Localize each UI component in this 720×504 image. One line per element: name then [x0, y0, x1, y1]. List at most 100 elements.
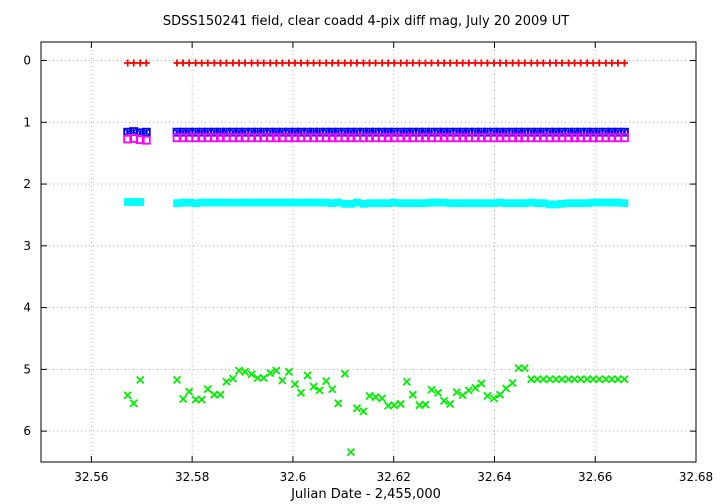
data-point — [408, 390, 417, 399]
data-point — [210, 59, 218, 67]
data-point — [397, 59, 405, 67]
data-point — [421, 400, 430, 409]
data-point — [172, 375, 182, 384]
data-point — [595, 198, 604, 207]
data-point — [203, 198, 212, 207]
data-point — [545, 133, 555, 143]
data-point — [509, 59, 517, 67]
data-point — [328, 59, 336, 67]
data-point — [483, 59, 491, 67]
data-point — [290, 380, 300, 389]
data-point — [241, 198, 249, 207]
data-point — [327, 133, 337, 143]
data-point — [620, 133, 629, 143]
data-point — [489, 394, 499, 403]
data-point — [446, 59, 454, 67]
data-point — [234, 366, 244, 375]
data-point — [471, 59, 479, 67]
data-point — [402, 133, 412, 143]
data-point — [390, 198, 399, 207]
data-point — [613, 375, 623, 384]
data-point — [564, 133, 573, 143]
data-point — [178, 133, 188, 143]
data-point — [601, 133, 611, 143]
data-point — [290, 133, 300, 143]
data-point — [185, 59, 193, 67]
data-point — [130, 59, 138, 67]
data-point — [564, 375, 573, 384]
data-point — [240, 367, 250, 376]
data-point — [378, 59, 386, 67]
data-point — [184, 387, 194, 396]
data-point — [588, 133, 598, 143]
data-point — [172, 133, 182, 143]
data-point — [558, 199, 566, 208]
data-point — [527, 375, 536, 384]
data-point — [489, 133, 499, 143]
data-point — [533, 59, 541, 67]
x-tick-label: 32.58 — [175, 470, 209, 484]
data-point — [215, 133, 225, 143]
data-point — [459, 59, 467, 67]
data-point — [141, 135, 151, 145]
data-point — [577, 59, 585, 67]
data-point — [402, 377, 411, 386]
data-point — [291, 59, 299, 67]
data-point — [297, 59, 305, 67]
data-point — [259, 373, 268, 383]
data-point — [571, 59, 579, 67]
data-point — [272, 59, 280, 67]
data-point — [197, 395, 206, 404]
data-point — [135, 135, 145, 144]
data-point — [253, 133, 263, 143]
data-point — [371, 393, 380, 402]
data-point — [210, 390, 219, 399]
data-point — [123, 391, 132, 400]
data-point — [197, 133, 207, 143]
data-point — [315, 386, 324, 395]
data-point — [557, 375, 567, 384]
data-point — [446, 199, 455, 208]
data-point — [570, 133, 579, 143]
data-point — [316, 59, 324, 67]
data-point-detail — [142, 128, 151, 137]
data-point — [396, 399, 405, 409]
x-tick-label: 32.6 — [280, 470, 307, 484]
data-point — [620, 375, 629, 384]
data-point — [315, 198, 324, 207]
data-point — [228, 133, 238, 143]
data-point — [427, 59, 435, 67]
data-point — [123, 134, 133, 144]
data-point — [421, 133, 430, 143]
data-point — [390, 59, 398, 67]
data-point — [384, 59, 392, 67]
data-point — [353, 59, 361, 67]
data-point — [353, 198, 361, 207]
data-point — [582, 133, 592, 143]
data-point — [508, 133, 518, 143]
series-2 — [123, 133, 629, 145]
data-point — [265, 133, 275, 143]
data-point — [589, 59, 597, 67]
data-point — [278, 59, 286, 67]
data-point — [458, 133, 468, 143]
data-point — [433, 133, 443, 143]
data-point — [346, 447, 356, 457]
data-point — [253, 373, 262, 383]
data-point — [546, 59, 554, 67]
data-point — [129, 399, 138, 408]
data-point — [203, 384, 212, 394]
data-point — [396, 133, 406, 143]
data-point — [383, 133, 393, 143]
data-point — [340, 133, 350, 143]
data-point — [191, 133, 201, 143]
data-point — [464, 386, 473, 395]
data-point — [589, 375, 598, 384]
data-point — [508, 378, 517, 388]
data-point — [565, 59, 573, 67]
data-point — [595, 59, 603, 67]
data-point — [359, 407, 368, 416]
data-point — [495, 390, 505, 399]
data-point — [501, 384, 511, 393]
x-tick-label: 32.62 — [377, 470, 411, 484]
